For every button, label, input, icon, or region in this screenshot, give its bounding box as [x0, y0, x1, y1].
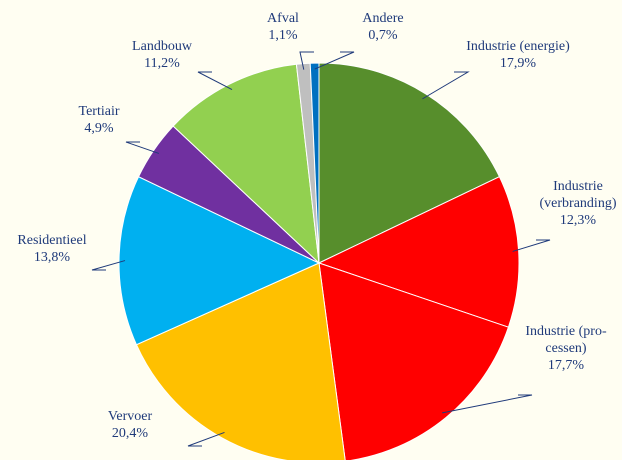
- slice-label: Andere 0,7%: [353, 10, 413, 44]
- category-label: Landbouw: [132, 39, 192, 54]
- category-label: Industrie (energie): [466, 39, 570, 54]
- category-label: Afval: [267, 11, 299, 26]
- pie-slice: [317, 176, 520, 328]
- leader-line: [197, 71, 233, 91]
- slice-label: Industrie (pro-cessen) 17,7%: [516, 323, 616, 374]
- category-label: Residentieel: [17, 233, 87, 248]
- slice-label: Industrie (verbranding) 12,3%: [533, 178, 622, 229]
- pie-slice: [135, 262, 346, 460]
- pie-slice: [309, 62, 320, 264]
- category-label: Andere: [362, 11, 404, 26]
- category-label: Industrie (verbranding): [539, 179, 617, 211]
- pie-slice: [318, 62, 501, 264]
- leader-line: [422, 71, 470, 100]
- leader-line: [91, 260, 126, 271]
- value-label: 17,9%: [499, 56, 537, 71]
- value-label: 4,9%: [84, 121, 114, 136]
- slice-label: Afval 1,1%: [258, 10, 308, 44]
- leader-line: [314, 51, 355, 70]
- pie-slice: [172, 63, 320, 265]
- leader-line: [442, 394, 533, 414]
- pie-slice: [118, 176, 321, 346]
- value-label: 11,2%: [144, 56, 180, 71]
- slice-label: Vervoer 20,4%: [100, 408, 160, 442]
- leader-line: [125, 141, 160, 154]
- value-label: 12,3%: [559, 213, 597, 228]
- category-label: Tertiair: [78, 104, 120, 119]
- leader-line: [187, 431, 225, 447]
- pie-slice: [318, 262, 510, 460]
- leader-line: [512, 239, 551, 252]
- slice-label: Tertiair 4,9%: [69, 103, 129, 137]
- leader-line: [299, 51, 314, 70]
- category-label: Industrie (pro-cessen): [525, 324, 607, 356]
- slice-label: Industrie (energie) 17,9%: [443, 38, 593, 72]
- value-label: 20,4%: [111, 426, 149, 441]
- value-label: 13,8%: [33, 250, 71, 265]
- value-label: 17,7%: [547, 358, 585, 373]
- slice-label: Residentieel 13,8%: [2, 232, 102, 266]
- value-label: 1,1%: [268, 28, 298, 43]
- category-label: Vervoer: [107, 409, 153, 424]
- slice-label: Landbouw 11,2%: [122, 38, 202, 72]
- value-label: 0,7%: [368, 28, 398, 43]
